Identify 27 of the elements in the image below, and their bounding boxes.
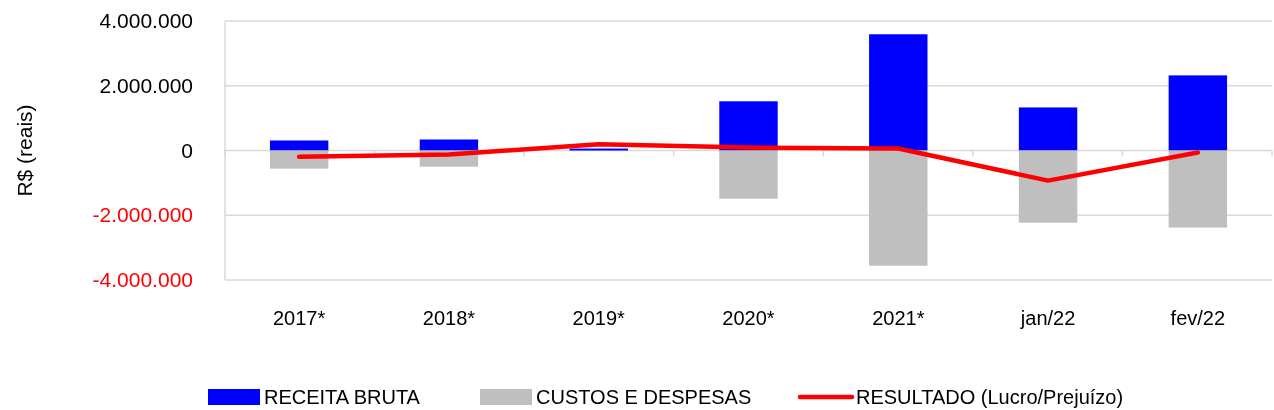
bar [1018,150,1078,223]
x-tick-label: 2020* [722,307,775,329]
line-series [296,142,1201,183]
x-tick-label: 2018* [422,307,476,329]
x-tick-label: fev/22 [1170,307,1226,329]
bar [719,150,778,199]
y-tick-label: 4.000.000 [99,9,193,32]
y-tick-label: 2.000.000 [99,73,193,97]
x-tick-label: 2021* [872,307,925,329]
bar [1168,150,1228,228]
legend-label: RECEITA BRUTA [264,386,421,408]
bar [869,150,928,266]
bar [719,101,778,151]
x-tick-label: 2019* [572,307,626,329]
bar [1168,75,1228,151]
bar [869,34,928,151]
x-tick-label: jan/22 [1019,307,1076,329]
legend-label: RESULTADO (Lucro/Prejuízo) [856,386,1124,408]
x-tick-label: 2017* [273,307,326,329]
y-tick-label: 0 [181,138,193,162]
y-tick-label: -2.000.000 [92,203,193,227]
bar [419,139,479,151]
bar [269,140,329,151]
y-tick-label: -4.000.000 [92,268,193,291]
bar [1018,107,1078,151]
legend-label: CUSTOS E DESPESAS [536,386,752,408]
y-axis-title: R$ (reais) [13,104,36,197]
